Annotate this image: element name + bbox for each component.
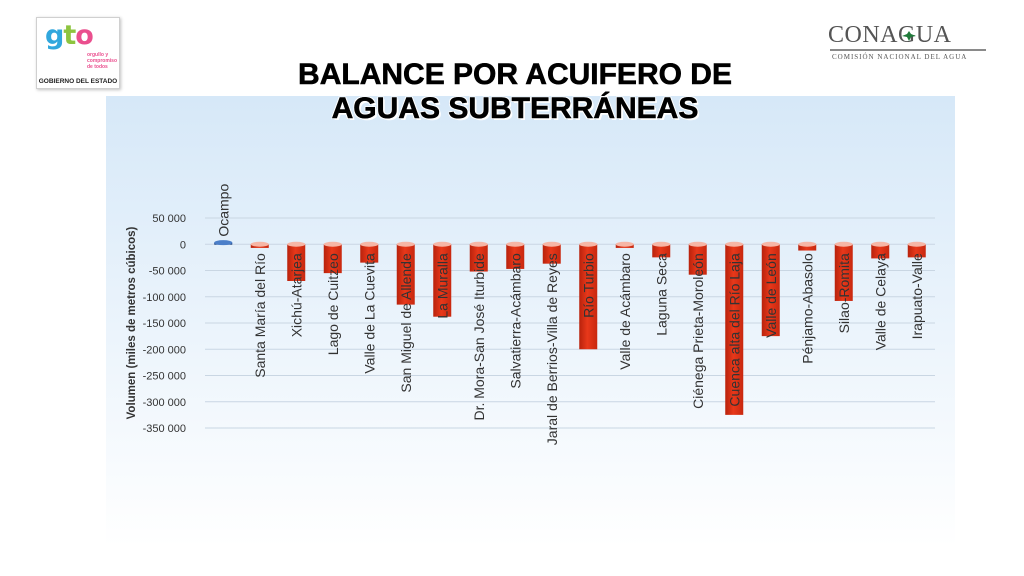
category-label: Lago de Cuitzeo: [325, 253, 341, 355]
bar-cap: [323, 241, 342, 247]
conagua-logo: CONAGUA COMISIÓN NACIONAL DEL AGUA: [828, 22, 988, 62]
gto-caption: GOBIERNO DEL ESTADO: [38, 78, 118, 85]
category-label: Xichú-Atarjea: [288, 253, 304, 337]
bar-cap: [396, 241, 415, 247]
chart-panel: [106, 96, 955, 547]
category-label: Irapuato-Valle: [909, 253, 925, 339]
bar-cap: [652, 241, 671, 247]
category-label: Silao-Romita: [836, 253, 852, 333]
bar-cap: [907, 241, 926, 247]
gto-logo: gto orgullo y compromiso de todos GOBIER…: [36, 17, 120, 89]
category-label: Jaral de Berrios-Villa de Reyes: [544, 253, 560, 445]
bar-cap: [469, 241, 488, 247]
bar: [323, 244, 342, 274]
bar: [725, 244, 744, 415]
category-label: Dr. Mora-San José Iturbide: [471, 253, 487, 421]
y-tick-label: -50 000: [149, 266, 186, 278]
category-label: Valle de León: [763, 253, 779, 338]
bar-cap: [798, 241, 817, 247]
y-axis-label: Volumen (miles de metros cúbicos): [126, 226, 138, 419]
bar: [798, 244, 817, 251]
bar: [542, 244, 561, 264]
y-tick-label: -200 000: [143, 344, 186, 356]
bar: [287, 244, 306, 281]
category-label: Santa María del Río: [252, 253, 268, 378]
bar: [761, 244, 780, 337]
category-label: Cuenca alta del Río Laja: [726, 253, 742, 407]
y-tick-label: -250 000: [143, 371, 186, 383]
bar: [579, 244, 598, 350]
bar-cap: [725, 241, 744, 247]
category-label: Valle de La Cuevita: [361, 253, 377, 374]
y-tick-label: -150 000: [143, 318, 186, 330]
bar: [396, 244, 415, 305]
category-label: Valle de Celaya: [872, 253, 888, 350]
bar-cap: [688, 241, 707, 247]
bar: [469, 244, 488, 272]
category-label: Salvatierra-Acámbaro: [507, 253, 523, 389]
bar: [506, 244, 525, 269]
bar-cap: [542, 241, 561, 247]
category-label: Río Turbio: [580, 253, 596, 318]
bar-cap: [761, 241, 780, 247]
bar-cap: [250, 241, 269, 247]
bar-cap: [360, 241, 379, 247]
bar: [907, 244, 926, 258]
category-label: Laguna Seca: [653, 253, 669, 336]
category-label: Ocampo: [215, 184, 231, 237]
bar-cap: [214, 240, 233, 246]
bar: [360, 244, 379, 263]
gto-tagline: orgullo y compromiso de todos: [87, 52, 118, 70]
conagua-subtitle: COMISIÓN NACIONAL DEL AGUA: [832, 53, 968, 61]
bar: [871, 244, 890, 259]
title-line-1: BALANCE POR ACUIFERO DE: [298, 58, 733, 92]
y-tick-label: 0: [180, 239, 186, 251]
bar-cap: [615, 241, 634, 247]
y-tick-label: 50 000: [152, 213, 186, 225]
y-tick-label: -100 000: [143, 292, 186, 304]
bar: [688, 244, 707, 275]
eagle-icon: [902, 31, 916, 41]
bar-cap: [579, 241, 598, 247]
bar-cap: [871, 241, 890, 247]
category-label: San Miguel de Allende: [398, 253, 414, 393]
category-label: Ciénega Prieta-Moroleón: [690, 253, 706, 409]
title-line-2: AGUAS SUBTERRÁNEAS: [331, 92, 699, 126]
page-title: BALANCE POR ACUIFERO DE AGUAS SUBTERRÁNE…: [150, 58, 880, 126]
bar: [652, 244, 671, 258]
bar-cap: [506, 241, 525, 247]
conagua-rule: [830, 49, 986, 51]
gto-mark: gto: [45, 20, 94, 51]
bar: [433, 244, 452, 317]
category-label: La Muralla: [434, 253, 450, 319]
y-tick-label: -300 000: [143, 397, 186, 409]
bar: [834, 244, 853, 301]
conagua-name: CONAGUA: [828, 22, 952, 48]
bar-cap: [433, 241, 452, 247]
category-label: Pénjamo-Abasolo: [799, 253, 815, 364]
bar-cap: [287, 241, 306, 247]
y-tick-label: -350 000: [143, 423, 186, 435]
bar-cap: [834, 241, 853, 247]
category-label: Valle de Acámbaro: [617, 253, 633, 370]
